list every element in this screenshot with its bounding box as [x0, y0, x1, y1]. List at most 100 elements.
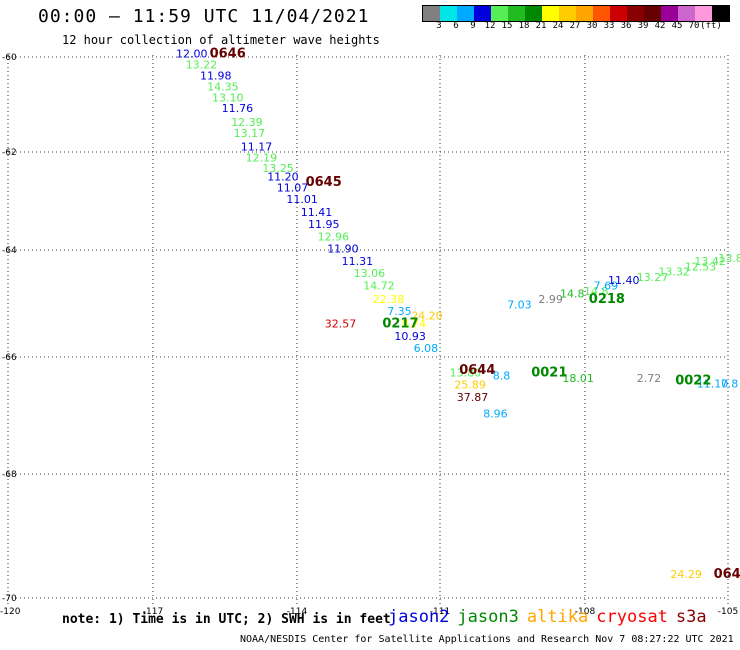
legend-jason3: jason3	[457, 607, 519, 627]
lon-tick-label: -108	[575, 607, 596, 617]
wave-height-labels: 12.0013.2211.9814.3513.1011.7612.3913.17…	[176, 48, 740, 581]
lat-tick-label: -68	[2, 470, 17, 480]
wave-height-value: 12.00	[176, 48, 208, 61]
color-scale-label: (ft)	[700, 21, 722, 31]
color-swatch	[712, 6, 729, 21]
wave-height-value: 13.22	[186, 59, 218, 72]
map-subtitle: 12 hour collection of altimeter wave hei…	[62, 33, 380, 47]
color-swatch	[525, 6, 542, 21]
wave-height-value: 12.53	[685, 260, 717, 273]
color-scale-label: 3	[436, 21, 442, 31]
color-swatch	[508, 6, 525, 21]
pass-time-label: 0022	[675, 374, 711, 389]
pass-time-label: 0217	[382, 317, 418, 332]
color-scale-label: 30	[586, 21, 598, 31]
wave-height-value: 2.72	[637, 372, 662, 385]
wave-height-value: 11.98	[200, 70, 232, 83]
color-scale-label: 21	[535, 21, 547, 31]
map-title: 00:00 — 11:59 UTC 11/04/2021	[38, 6, 370, 27]
wave-height-value: 7.03	[507, 298, 532, 311]
pass-time-label: 0218	[589, 292, 625, 307]
color-scale-label: 36	[620, 21, 632, 31]
legend-cryosat: cryosat	[596, 607, 668, 627]
color-scale-label: 27	[569, 21, 581, 31]
color-scale-bar	[422, 5, 730, 22]
pass-time-label: 0644	[459, 363, 495, 378]
color-swatch	[593, 6, 610, 21]
footer-note: note: 1) Time is in UTC; 2) SWH is in fe…	[62, 612, 391, 627]
credit-line: NOAA/NESDIS Center for Satellite Applica…	[240, 634, 734, 645]
wave-height-value: 8.96	[483, 407, 508, 420]
wave-height-value: 12.96	[318, 230, 350, 243]
color-scale-label: 9	[470, 21, 476, 31]
wave-height-value: 11.95	[308, 218, 340, 231]
color-swatch	[474, 6, 491, 21]
pass-time-label: 0643	[714, 567, 740, 582]
legend-altika: altika	[526, 607, 589, 627]
wave-height-value: 6.08	[414, 342, 439, 355]
wave-height-value: 11.31	[342, 255, 374, 268]
pass-time-label: 0645	[306, 175, 342, 190]
wave-height-value: 25.89	[454, 379, 486, 392]
wave-height-value: 14.35	[207, 80, 239, 93]
lon-tick-label: -114	[287, 607, 308, 617]
color-swatch	[440, 6, 457, 21]
lat-tick-label: -62	[2, 148, 17, 158]
color-scale-label: 42	[654, 21, 666, 31]
lon-tick-label: -120	[0, 607, 21, 617]
wave-height-value: 37.87	[457, 391, 489, 404]
color-scale-label: 18	[518, 21, 530, 31]
wave-height-value: 32.57	[325, 318, 357, 331]
color-scale-label: 15	[501, 21, 513, 31]
color-swatch	[576, 6, 593, 21]
wave-height-value: 13.06	[354, 267, 386, 280]
color-swatch	[491, 6, 508, 21]
color-swatch	[610, 6, 627, 21]
wave-height-value: 11.40	[608, 274, 640, 287]
wave-height-value: 18.01	[562, 372, 594, 385]
color-swatch	[559, 6, 576, 21]
wave-height-value: 13.80	[718, 252, 740, 265]
wave-height-value: 10.93	[394, 330, 426, 343]
wave-height-value: 12.39	[231, 116, 263, 129]
wave-height-value: 11.41	[301, 206, 333, 219]
wave-height-value: 13.25	[262, 162, 294, 175]
wave-height-value: 13.10	[212, 91, 244, 104]
color-swatch	[457, 6, 474, 21]
legend-jason2: jason2	[388, 607, 450, 627]
color-scale-label: 24	[552, 21, 564, 31]
color-scale-label: 70	[688, 21, 700, 31]
wave-height-value: 24.20	[411, 309, 443, 322]
color-scale-label: 45	[671, 21, 683, 31]
color-swatch	[661, 6, 678, 21]
wave-height-value: 11.01	[286, 193, 318, 206]
lat-tick-label: -66	[2, 353, 17, 363]
color-swatch	[542, 6, 559, 21]
wave-height-value: 7.8	[721, 377, 739, 390]
color-scale-label: 39	[637, 21, 649, 31]
wave-height-value: 11.90	[327, 242, 359, 255]
color-scale-label: 33	[603, 21, 615, 31]
wave-height-value: 24.29	[670, 568, 702, 581]
wave-height-value: 14.8	[560, 288, 585, 301]
wave-height-value: 22.38	[373, 293, 405, 306]
wave-height-value: 2.99	[538, 293, 563, 306]
wave-height-value: 11.20	[267, 170, 299, 183]
lat-tick-label: -64	[2, 246, 17, 256]
wave-height-value: 8.8	[493, 369, 511, 382]
color-swatch	[644, 6, 661, 21]
lon-tick-label: -117	[143, 607, 163, 617]
wave-height-value: 11.76	[222, 102, 254, 115]
wave-height-value: 7.35	[387, 305, 412, 318]
color-swatch	[678, 6, 695, 21]
pass-time-label: 0646	[210, 47, 246, 62]
legend-s3a: s3a	[675, 607, 707, 627]
wave-height-value: 8.74	[402, 318, 427, 331]
color-scale-label: 12	[484, 21, 496, 31]
wave-height-value: 14.72	[363, 279, 395, 292]
color-swatch	[695, 6, 712, 21]
lon-tick-label: -111	[430, 607, 450, 617]
color-swatch	[423, 6, 440, 21]
lat-lon-grid	[7, 55, 729, 605]
